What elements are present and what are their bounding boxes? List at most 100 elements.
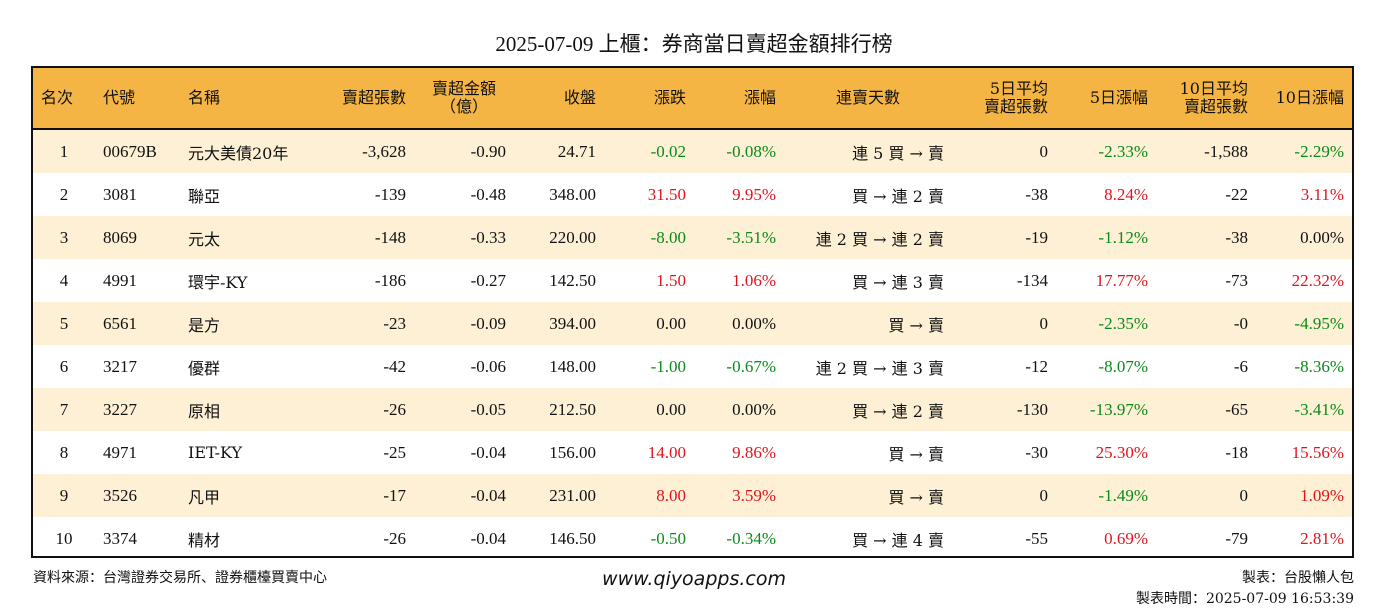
name-cell: 環宇-KY <box>180 259 310 302</box>
change-cell: 14.00 <box>604 431 694 474</box>
pct10-cell: 15.56% <box>1256 431 1352 474</box>
column-header: 10日平均 賣超張數 <box>1156 68 1256 130</box>
pct10-cell: 1.09% <box>1256 474 1352 517</box>
column-header-line: 5日平均 <box>989 79 1048 98</box>
close-price-cell: 220.00 <box>514 216 604 259</box>
column-header: 10日漲幅 <box>1256 68 1352 130</box>
sell-lots-cell: -23 <box>310 302 414 345</box>
sell-amount-cell: -0.48 <box>414 173 514 216</box>
close-price-cell: 231.00 <box>514 474 604 517</box>
avg10-sell-cell: -18 <box>1156 431 1256 474</box>
table-row: 2 3081 聯亞 -139 -0.48 348.00 31.50 9.95% 買 → 連 2 … <box>33 173 1352 216</box>
column-header-line: 賣超張數 <box>341 88 406 107</box>
maker-credit: 製表：台股懶人包 <box>1242 570 1354 586</box>
change-cell: 1.50 <box>604 259 694 302</box>
table-row: 9 3526 凡甲 -17 -0.04 231.00 8.00 3.59% 買 → 賣 0 -1.4… <box>33 474 1352 517</box>
avg10-sell-cell: 0 <box>1156 474 1256 517</box>
sell-lots-cell: -148 <box>310 216 414 259</box>
website-watermark: www.qiyoapps.com <box>0 568 1388 590</box>
column-header-line: 賣超張數 <box>983 97 1048 116</box>
avg10-sell-cell: -0 <box>1156 302 1256 345</box>
change-pct-cell: 1.06% <box>694 259 784 302</box>
header-row: 名次 代號 名稱 賣超張數 賣超金額 （億） 收盤 漲跌 漲幅 連賣天數 5日平均 賣超張數 5日漲幅 1… <box>33 68 1352 130</box>
pct5-cell: 0.69% <box>1056 517 1156 556</box>
change-pct-cell: 9.86% <box>694 431 784 474</box>
rank-cell: 8 <box>33 431 95 474</box>
column-header-line: 收盤 <box>563 88 596 107</box>
avg5-sell-cell: -130 <box>952 388 1056 431</box>
rank-cell: 2 <box>33 173 95 216</box>
code-cell: 4991 <box>95 259 180 302</box>
sell-lots-cell: -3,628 <box>310 129 414 173</box>
avg5-sell-cell: -38 <box>952 173 1056 216</box>
avg10-sell-cell: -38 <box>1156 216 1256 259</box>
column-header-line: 賣超金額 <box>431 79 496 98</box>
website-link[interactable]: www.qiyoapps.com <box>602 568 786 590</box>
column-header: 名次 <box>33 68 95 130</box>
close-price-cell: 142.50 <box>514 259 604 302</box>
code-cell: 3081 <box>95 173 180 216</box>
change-pct-cell: -0.08% <box>694 129 784 173</box>
avg5-sell-cell: 0 <box>952 474 1056 517</box>
pct10-cell: -3.41% <box>1256 388 1352 431</box>
data-source: 資料來源：台灣證券交易所、證券櫃檯買賣中心 <box>33 570 327 586</box>
sell-amount-cell: -0.04 <box>414 431 514 474</box>
rank-cell: 3 <box>33 216 95 259</box>
table-row: 1 00679B 元大美債20年 -3,628 -0.90 24.71 -0.02 -0.08… <box>33 129 1352 173</box>
name-cell: 凡甲 <box>180 474 310 517</box>
change-cell: -1.00 <box>604 345 694 388</box>
avg5-sell-cell: -12 <box>952 345 1056 388</box>
close-price-cell: 24.71 <box>514 129 604 173</box>
pct10-cell: -8.36% <box>1256 345 1352 388</box>
streak-days-cell: 買 → 連 2 賣 <box>784 388 952 431</box>
sell-lots-cell: -42 <box>310 345 414 388</box>
name-cell: IET-KY <box>180 431 310 474</box>
column-header-line: （億） <box>439 97 488 116</box>
rank-cell: 9 <box>33 474 95 517</box>
column-header-line: 漲跌 <box>653 88 686 107</box>
streak-days-cell: 買 → 連 3 賣 <box>784 259 952 302</box>
pct5-cell: -2.33% <box>1056 129 1156 173</box>
avg10-sell-cell: -6 <box>1156 345 1256 388</box>
streak-days-cell: 連 2 買 → 連 3 賣 <box>784 345 952 388</box>
code-cell: 3526 <box>95 474 180 517</box>
code-cell: 00679B <box>95 129 180 173</box>
streak-days-cell: 連 5 買 → 賣 <box>784 129 952 173</box>
name-cell: 原相 <box>180 388 310 431</box>
table-row: 8 4971 IET-KY -25 -0.04 156.00 14.00 9.86% 買 → 賣… <box>33 431 1352 474</box>
change-pct-cell: 9.95% <box>694 173 784 216</box>
pct10-cell: 2.81% <box>1256 517 1352 556</box>
rank-cell: 1 <box>33 129 95 173</box>
code-cell: 8069 <box>95 216 180 259</box>
code-cell: 3374 <box>95 517 180 556</box>
column-header-line: 連賣天數 <box>835 88 900 107</box>
code-cell: 3217 <box>95 345 180 388</box>
sell-lots-cell: -26 <box>310 517 414 556</box>
change-cell: 0.00 <box>604 388 694 431</box>
close-price-cell: 146.50 <box>514 517 604 556</box>
sell-amount-cell: -0.90 <box>414 129 514 173</box>
table-row: 7 3227 原相 -26 -0.05 212.50 0.00 0.00% 買 → 連 2 賣-… <box>33 388 1352 431</box>
streak-days-cell: 買 → 賣 <box>784 302 952 345</box>
streak-days-cell: 買 → 賣 <box>784 474 952 517</box>
table-row: 10 3374 精材 -26 -0.04 146.50 -0.50 -0.34% 買 → 連 4… <box>33 517 1352 556</box>
change-cell: -0.50 <box>604 517 694 556</box>
name-cell: 優群 <box>180 345 310 388</box>
column-header-line: 名稱 <box>188 88 221 107</box>
ranking-table-frame: 名次 代號 名稱 賣超張數 賣超金額 （億） 收盤 漲跌 漲幅 連賣天數 5日平均 賣超張數 5日漲幅 1… <box>31 66 1354 558</box>
close-price-cell: 394.00 <box>514 302 604 345</box>
close-price-cell: 212.50 <box>514 388 604 431</box>
change-cell: -8.00 <box>604 216 694 259</box>
pct5-cell: -13.97% <box>1056 388 1156 431</box>
rank-cell: 6 <box>33 345 95 388</box>
sell-lots-cell: -25 <box>310 431 414 474</box>
pct10-cell: -4.95% <box>1256 302 1352 345</box>
avg10-sell-cell: -65 <box>1156 388 1256 431</box>
sell-amount-cell: -0.06 <box>414 345 514 388</box>
column-header-line: 5日漲幅 <box>1089 88 1148 107</box>
avg5-sell-cell: 0 <box>952 129 1056 173</box>
code-cell: 6561 <box>95 302 180 345</box>
column-header: 漲幅 <box>694 68 784 130</box>
name-cell: 元大美債20年 <box>180 129 310 173</box>
name-cell: 精材 <box>180 517 310 556</box>
